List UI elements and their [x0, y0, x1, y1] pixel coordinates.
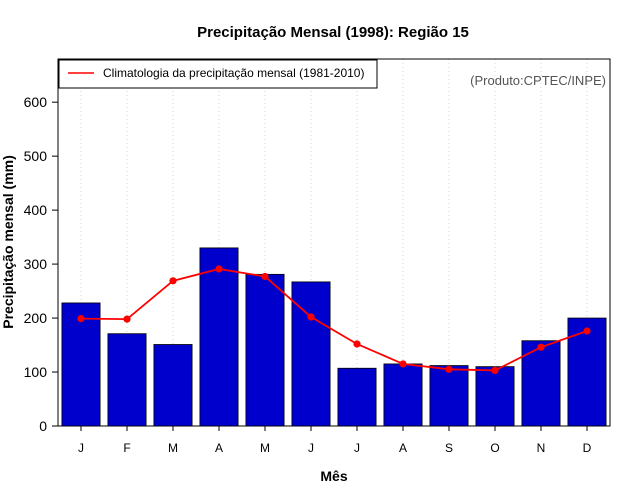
legend-box — [58, 59, 378, 89]
climatology-point-5 — [307, 313, 315, 321]
bar-10 — [521, 340, 561, 427]
x-tick-label-2: M — [168, 441, 178, 455]
x-tick-label-1: F — [123, 441, 130, 455]
source-credit: (Produto:CPTEC/INPE) — [470, 73, 606, 88]
climatology-point-0 — [77, 314, 85, 323]
x-tick-label-11: D — [583, 441, 592, 455]
y-tick-label-6: 600 — [24, 94, 48, 110]
bar-3 — [199, 247, 239, 427]
climatology-series — [77, 265, 591, 375]
legend-entry-climatology: Climatologia da precipitação mensal (198… — [103, 66, 364, 80]
climatology-point-1 — [123, 315, 131, 323]
x-tick-label-4: M — [260, 441, 270, 455]
y-axis-label: Precipitação mensal (mm) — [0, 155, 16, 329]
climatology-point-4 — [261, 272, 269, 281]
climatology-point-7 — [399, 360, 407, 368]
climatology-point-2 — [169, 277, 177, 285]
x-axis-label: Mês — [320, 468, 347, 484]
y-tick-label-2: 200 — [24, 310, 48, 326]
bar-2 — [153, 344, 193, 427]
climatology-line — [80, 268, 588, 372]
bar-1 — [107, 333, 147, 427]
x-tick-label-7: A — [399, 441, 407, 455]
y-tick-label-0: 0 — [39, 418, 47, 434]
climatology-point-9 — [491, 366, 499, 375]
climatology-point-6 — [353, 340, 361, 348]
y-axis: 0 100 200 300 400 500 600 — [24, 94, 58, 434]
x-tick-label-10: N — [537, 441, 546, 455]
x-tick-label-3: A — [215, 441, 223, 455]
bar-5 — [291, 281, 331, 427]
legend: Climatologia da precipitação mensal (198… — [58, 59, 378, 89]
bar-4 — [245, 273, 285, 427]
y-tick-label-3: 300 — [24, 256, 48, 272]
y-tick-label-5: 500 — [24, 148, 48, 164]
y-tick-label-1: 100 — [24, 364, 48, 380]
x-tick-label-8: S — [445, 441, 453, 455]
climatology-point-11 — [583, 327, 591, 335]
x-tick-label-9: O — [490, 441, 499, 455]
climatology-point-8 — [445, 365, 453, 373]
bar-series — [61, 247, 607, 427]
y-tick-label-4: 400 — [24, 202, 48, 218]
plot-frame — [57, 58, 611, 427]
chart-title: Precipitação Mensal (1998): Região 15 — [197, 24, 469, 41]
bar-7 — [383, 363, 423, 427]
climatology-point-3 — [215, 265, 223, 273]
bar-9 — [475, 366, 515, 427]
bar-6 — [337, 367, 377, 427]
x-tick-label-0: J — [78, 441, 84, 455]
bar-8 — [429, 365, 469, 427]
x-tick-label-5: J — [308, 441, 314, 455]
x-tick-label-6: J — [354, 441, 360, 455]
climatology-point-10 — [537, 343, 545, 351]
